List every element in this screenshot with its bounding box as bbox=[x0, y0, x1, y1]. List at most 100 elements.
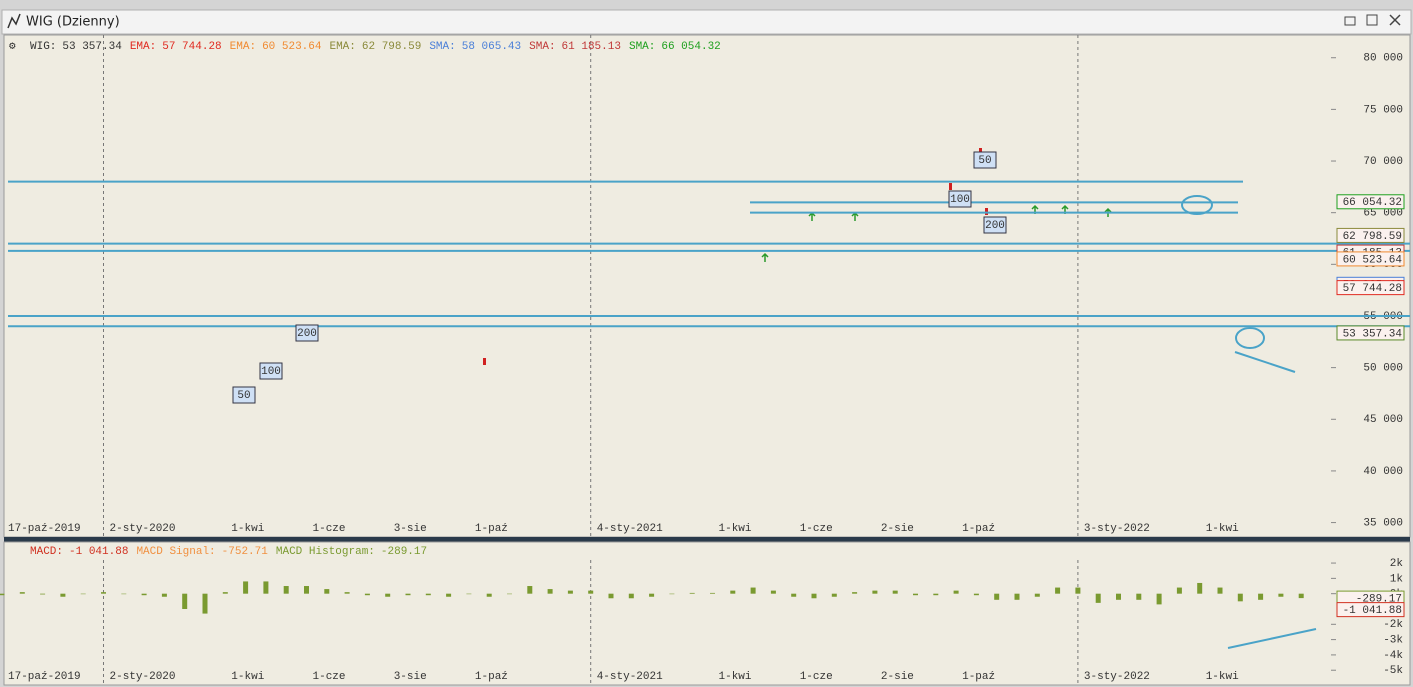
histogram-bar bbox=[283, 586, 289, 594]
x-tick-label: 17-paź-2019 bbox=[8, 523, 81, 535]
histogram-bar bbox=[80, 593, 86, 595]
y-tick-label: 45 000 bbox=[1363, 414, 1403, 426]
close-button[interactable] bbox=[1389, 14, 1401, 26]
y-tick-label: 40 000 bbox=[1363, 466, 1403, 478]
histogram-bar bbox=[60, 593, 66, 597]
annotation-box bbox=[973, 151, 997, 169]
histogram-bar bbox=[1136, 593, 1142, 600]
histogram-bar bbox=[831, 593, 837, 597]
y-tick-label: -3k bbox=[1383, 635, 1403, 647]
annotation-label: 100 bbox=[950, 194, 970, 206]
annotation-box bbox=[295, 324, 319, 342]
x-tick-label: 1-kwi bbox=[719, 523, 752, 535]
histogram-bar bbox=[161, 593, 167, 597]
legend-name: MACD Histogram: bbox=[276, 546, 375, 558]
histogram-bar bbox=[0, 593, 5, 596]
x-tick-label: 2-sie bbox=[881, 671, 914, 683]
x-tick-label: 3-sie bbox=[394, 523, 427, 535]
buy-arrow bbox=[761, 252, 769, 262]
x-tick-label: 1-kwi bbox=[1206, 523, 1239, 535]
price-tag-label: 62 798.59 bbox=[1343, 231, 1402, 243]
minimize-button[interactable] bbox=[1344, 16, 1356, 26]
x-tick-label: 1-cze bbox=[800, 671, 833, 683]
annotation-box bbox=[259, 362, 283, 380]
x-tick-label: 1-cze bbox=[313, 523, 346, 535]
histogram-bar bbox=[933, 593, 939, 596]
annotation-box bbox=[232, 386, 256, 404]
histogram-bar bbox=[405, 593, 411, 596]
legend-value: 60 523.64 bbox=[262, 41, 322, 53]
legend: WIG: 53 357.34 EMA: 57 744.28 EMA: 60 523.64 E… bbox=[30, 41, 721, 53]
y-tick-label: 1k bbox=[1390, 573, 1404, 585]
x-tick-label: 3-sie bbox=[394, 671, 427, 683]
x-tick-label: 2-sie bbox=[881, 523, 914, 535]
x-tick-label: 1-kwi bbox=[231, 523, 264, 535]
title-bar bbox=[1, 9, 1412, 35]
legend-name: MACD Signal: bbox=[136, 546, 215, 558]
histogram-bar bbox=[547, 589, 553, 594]
histogram-bar bbox=[669, 593, 675, 595]
histogram-bar bbox=[1217, 587, 1223, 594]
histogram-bar bbox=[364, 593, 370, 596]
y-tick-label: 50 000 bbox=[1363, 363, 1403, 375]
histogram-bar bbox=[101, 592, 106, 594]
annotation-label: 200 bbox=[985, 220, 1005, 232]
y-tick-label: 35 000 bbox=[1363, 517, 1403, 529]
histogram-bar bbox=[141, 593, 147, 596]
histogram-bar bbox=[507, 593, 512, 595]
x-tick-label: 2-sty-2020 bbox=[110, 671, 176, 683]
histogram-bar bbox=[608, 593, 614, 599]
restore-button[interactable] bbox=[1366, 14, 1378, 26]
histogram-bar bbox=[304, 586, 309, 594]
histogram-bar bbox=[852, 592, 858, 594]
y-tick-label: -2k bbox=[1383, 619, 1403, 631]
x-tick-label: 3-sty-2022 bbox=[1084, 523, 1150, 535]
histogram-bar bbox=[1034, 593, 1040, 597]
histogram-bar bbox=[1055, 587, 1061, 594]
trend-line bbox=[1227, 628, 1317, 649]
y-tick-label: 65 000 bbox=[1363, 208, 1403, 220]
plot-layer: 17-paź-2019 2-sty-2020 1-kwi 1-cze 3-sie 1-pa… bbox=[0, 35, 1336, 684]
sell-marker bbox=[483, 358, 486, 365]
annotation-box bbox=[948, 190, 972, 208]
x-tick-label: 1-paź bbox=[962, 671, 995, 683]
legend-value: -289.17 bbox=[381, 546, 427, 558]
histogram-bar bbox=[1095, 593, 1101, 603]
histogram-bar bbox=[791, 593, 797, 597]
annotation-label: 50 bbox=[237, 390, 250, 402]
histogram-bar bbox=[385, 593, 391, 597]
price-tag bbox=[1336, 194, 1405, 210]
sell-marker bbox=[949, 183, 952, 190]
histogram-bar bbox=[1197, 582, 1203, 594]
legend-value: -752.71 bbox=[222, 546, 269, 558]
legend-value: 66 054.32 bbox=[661, 41, 720, 53]
legend-value: 62 798.59 bbox=[362, 41, 421, 53]
x-tick-label: 1-paź bbox=[475, 523, 508, 535]
histogram-bar bbox=[1298, 593, 1304, 599]
annotation-label: 50 bbox=[978, 155, 991, 167]
trend-line bbox=[1234, 351, 1296, 373]
annotation-label: 200 bbox=[297, 328, 317, 340]
x-tick-label: 1-kwi bbox=[719, 671, 752, 683]
panel-separator bbox=[4, 537, 1410, 542]
legend-name: MACD: bbox=[30, 546, 63, 558]
histogram-bar bbox=[567, 590, 573, 594]
x-tick-label: 1-kwi bbox=[1206, 671, 1239, 683]
histogram-bar bbox=[40, 593, 46, 595]
sell-marker bbox=[985, 208, 988, 215]
histogram-bar bbox=[913, 593, 918, 596]
price-tag-label: -1 041.88 bbox=[1343, 605, 1402, 617]
histogram-bar bbox=[486, 593, 492, 597]
histogram-bar bbox=[811, 593, 817, 599]
price-tag bbox=[1336, 251, 1405, 267]
price-tag-label: 53 357.34 bbox=[1343, 328, 1403, 340]
y-tick-label: 2k bbox=[1390, 558, 1404, 570]
y-tick-label: -5k bbox=[1383, 665, 1403, 677]
histogram-bar bbox=[973, 593, 979, 596]
histogram-bar bbox=[182, 593, 188, 609]
settings-icon[interactable]: ⚙ bbox=[9, 41, 16, 53]
histogram-bar bbox=[710, 592, 715, 594]
histogram-bar bbox=[872, 590, 878, 594]
